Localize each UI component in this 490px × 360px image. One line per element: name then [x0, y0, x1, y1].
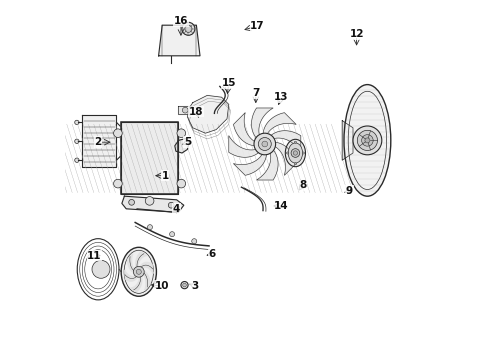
Circle shape: [170, 232, 174, 237]
Polygon shape: [274, 142, 296, 175]
Text: 16: 16: [173, 16, 188, 26]
Text: 8: 8: [299, 180, 306, 190]
Polygon shape: [175, 139, 189, 153]
Text: 9: 9: [346, 186, 353, 196]
Text: 6: 6: [208, 249, 216, 259]
Text: 15: 15: [221, 78, 236, 88]
Circle shape: [294, 141, 296, 143]
Bar: [121, 122, 178, 194]
Polygon shape: [229, 136, 260, 157]
Circle shape: [114, 179, 122, 188]
Text: 7: 7: [252, 88, 260, 98]
Polygon shape: [140, 262, 153, 274]
Polygon shape: [234, 153, 267, 175]
Polygon shape: [263, 113, 296, 135]
Circle shape: [136, 269, 141, 274]
Polygon shape: [178, 106, 192, 114]
Circle shape: [74, 120, 79, 125]
Circle shape: [365, 138, 370, 143]
Polygon shape: [342, 121, 353, 160]
Circle shape: [181, 282, 188, 289]
Polygon shape: [127, 254, 136, 273]
Circle shape: [293, 151, 297, 155]
Text: 17: 17: [250, 21, 265, 31]
Circle shape: [353, 126, 382, 155]
Text: 4: 4: [173, 204, 180, 214]
Text: 12: 12: [349, 29, 364, 39]
Polygon shape: [142, 271, 150, 290]
Circle shape: [294, 163, 296, 165]
Circle shape: [258, 138, 271, 150]
Circle shape: [185, 25, 192, 32]
Text: 3: 3: [191, 281, 198, 291]
Text: 13: 13: [274, 92, 288, 102]
Polygon shape: [234, 113, 256, 146]
Polygon shape: [124, 270, 138, 281]
Circle shape: [92, 260, 110, 278]
Ellipse shape: [285, 139, 305, 167]
Circle shape: [182, 107, 188, 113]
Circle shape: [145, 197, 154, 205]
Polygon shape: [270, 131, 301, 152]
Polygon shape: [159, 25, 200, 56]
Circle shape: [262, 141, 268, 147]
Text: 11: 11: [87, 251, 102, 261]
Text: 10: 10: [155, 281, 170, 291]
Circle shape: [357, 130, 377, 150]
Circle shape: [147, 225, 152, 230]
Circle shape: [133, 266, 144, 277]
Circle shape: [177, 179, 186, 188]
Polygon shape: [136, 252, 147, 269]
Text: 2: 2: [95, 137, 102, 147]
Polygon shape: [187, 95, 229, 133]
Polygon shape: [251, 108, 273, 139]
Text: 5: 5: [184, 137, 191, 147]
Circle shape: [291, 149, 300, 157]
Circle shape: [169, 202, 174, 208]
Circle shape: [254, 133, 275, 155]
Ellipse shape: [344, 85, 391, 196]
Text: 18: 18: [189, 107, 204, 117]
Ellipse shape: [288, 143, 303, 163]
Text: 14: 14: [274, 201, 288, 211]
Text: 1: 1: [162, 171, 169, 181]
Circle shape: [129, 199, 134, 205]
Circle shape: [74, 158, 79, 162]
Circle shape: [182, 22, 195, 35]
Polygon shape: [82, 115, 117, 167]
Polygon shape: [122, 196, 184, 212]
Polygon shape: [130, 275, 142, 292]
Circle shape: [192, 239, 197, 244]
Circle shape: [74, 139, 79, 143]
Circle shape: [114, 129, 122, 138]
Circle shape: [362, 135, 373, 146]
Circle shape: [302, 152, 304, 154]
Circle shape: [286, 152, 289, 154]
Polygon shape: [121, 122, 178, 194]
Ellipse shape: [121, 247, 156, 296]
Circle shape: [177, 129, 186, 138]
Polygon shape: [257, 149, 278, 180]
Circle shape: [183, 283, 186, 287]
